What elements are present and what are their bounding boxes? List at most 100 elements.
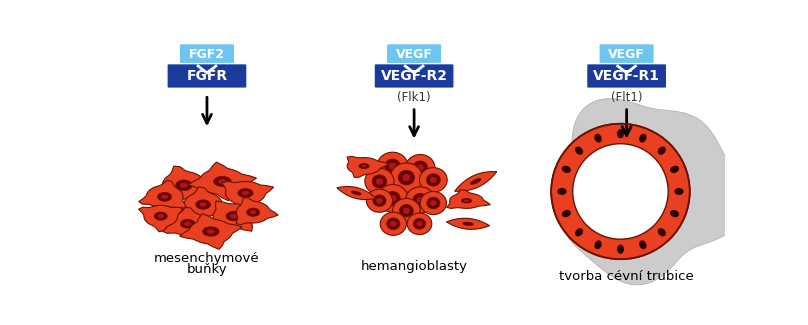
Ellipse shape	[385, 191, 400, 205]
Polygon shape	[560, 98, 744, 285]
Text: mesenchymové: mesenchymové	[154, 252, 260, 265]
Ellipse shape	[427, 174, 440, 186]
Ellipse shape	[230, 214, 238, 218]
Ellipse shape	[377, 198, 383, 203]
Polygon shape	[188, 162, 256, 201]
Ellipse shape	[226, 212, 242, 221]
Ellipse shape	[635, 195, 659, 216]
Ellipse shape	[414, 218, 426, 229]
Ellipse shape	[402, 174, 410, 181]
Ellipse shape	[611, 203, 622, 214]
Ellipse shape	[464, 200, 469, 202]
Ellipse shape	[625, 218, 631, 223]
Ellipse shape	[413, 193, 427, 206]
Polygon shape	[208, 201, 259, 231]
Ellipse shape	[196, 200, 210, 209]
Ellipse shape	[628, 190, 641, 201]
Ellipse shape	[427, 197, 440, 209]
Ellipse shape	[600, 195, 607, 201]
Ellipse shape	[407, 213, 431, 235]
FancyBboxPatch shape	[587, 64, 667, 88]
Ellipse shape	[642, 200, 654, 211]
Polygon shape	[162, 207, 213, 235]
Ellipse shape	[470, 178, 481, 184]
Ellipse shape	[595, 134, 602, 143]
Ellipse shape	[238, 188, 253, 197]
Ellipse shape	[376, 178, 383, 185]
Polygon shape	[160, 166, 215, 200]
Ellipse shape	[406, 154, 435, 181]
Ellipse shape	[387, 218, 400, 229]
Ellipse shape	[597, 192, 610, 203]
Text: (Flk1): (Flk1)	[398, 91, 431, 104]
Ellipse shape	[642, 173, 654, 183]
Ellipse shape	[625, 157, 638, 167]
Ellipse shape	[588, 203, 599, 213]
Ellipse shape	[645, 203, 650, 208]
Ellipse shape	[361, 165, 367, 167]
Polygon shape	[337, 187, 376, 200]
Ellipse shape	[675, 188, 684, 195]
Text: (Flt1): (Flt1)	[611, 91, 642, 104]
Text: VEGF-R1: VEGF-R1	[593, 69, 660, 83]
Ellipse shape	[420, 191, 447, 214]
Polygon shape	[179, 187, 229, 217]
Ellipse shape	[598, 162, 604, 167]
Ellipse shape	[658, 147, 666, 155]
Ellipse shape	[603, 220, 608, 225]
Ellipse shape	[610, 170, 623, 182]
Ellipse shape	[389, 195, 397, 202]
Polygon shape	[447, 218, 490, 229]
Ellipse shape	[645, 175, 650, 180]
Text: FGF2: FGF2	[189, 48, 225, 61]
Ellipse shape	[670, 210, 679, 217]
Ellipse shape	[575, 147, 583, 155]
Text: hemangioblasty: hemangioblasty	[360, 260, 468, 273]
Ellipse shape	[413, 161, 427, 174]
Ellipse shape	[390, 163, 423, 192]
Ellipse shape	[372, 175, 387, 188]
Ellipse shape	[588, 181, 594, 186]
Ellipse shape	[430, 177, 437, 183]
Text: FGFR: FGFR	[187, 69, 228, 83]
Ellipse shape	[631, 192, 638, 198]
Polygon shape	[179, 214, 242, 249]
Ellipse shape	[587, 153, 615, 176]
Ellipse shape	[158, 214, 164, 218]
Ellipse shape	[417, 164, 424, 171]
Ellipse shape	[461, 198, 472, 203]
Ellipse shape	[463, 222, 473, 226]
Ellipse shape	[359, 163, 369, 169]
Ellipse shape	[203, 227, 219, 236]
Ellipse shape	[617, 245, 624, 254]
Ellipse shape	[403, 208, 410, 214]
Ellipse shape	[639, 240, 646, 249]
Ellipse shape	[390, 221, 397, 227]
Ellipse shape	[184, 222, 191, 226]
Ellipse shape	[575, 228, 583, 236]
Ellipse shape	[250, 210, 256, 214]
Ellipse shape	[399, 204, 414, 217]
FancyBboxPatch shape	[167, 64, 247, 88]
Ellipse shape	[621, 184, 648, 207]
Text: VEGF-R2: VEGF-R2	[381, 69, 448, 83]
Polygon shape	[222, 181, 274, 209]
Ellipse shape	[179, 183, 188, 188]
Ellipse shape	[161, 195, 168, 199]
Ellipse shape	[389, 162, 397, 170]
Ellipse shape	[635, 167, 659, 188]
Polygon shape	[236, 198, 278, 225]
Ellipse shape	[207, 229, 215, 234]
Ellipse shape	[175, 180, 192, 190]
Ellipse shape	[365, 168, 394, 195]
FancyBboxPatch shape	[386, 44, 442, 65]
Polygon shape	[139, 180, 186, 208]
Ellipse shape	[579, 173, 604, 195]
Ellipse shape	[658, 228, 666, 236]
Text: VEGF: VEGF	[396, 48, 432, 61]
Ellipse shape	[417, 197, 424, 203]
Ellipse shape	[419, 168, 447, 192]
Ellipse shape	[591, 186, 617, 209]
Ellipse shape	[242, 191, 250, 195]
Ellipse shape	[213, 176, 231, 187]
